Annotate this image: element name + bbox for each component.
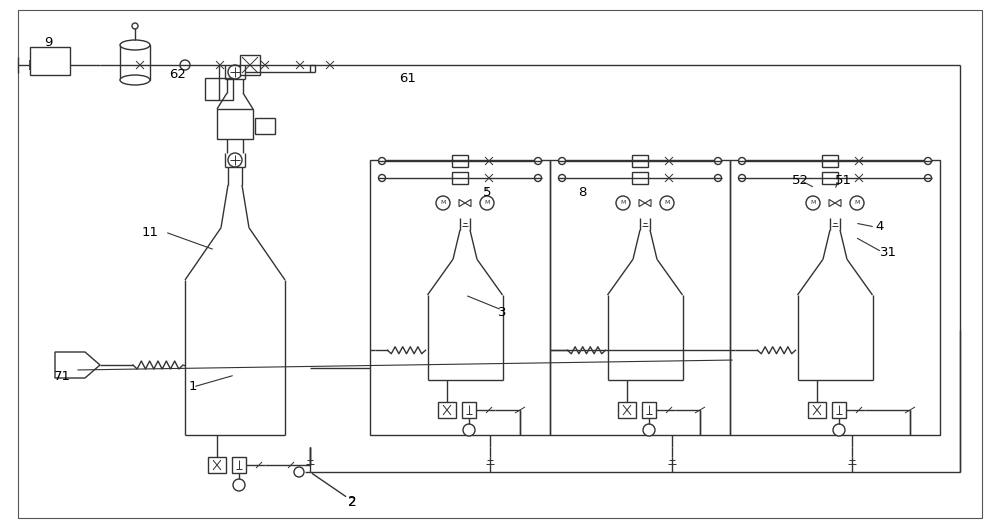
- Text: M: M: [484, 200, 490, 206]
- Bar: [205, 78, 233, 100]
- Circle shape: [233, 479, 245, 491]
- Polygon shape: [645, 199, 651, 207]
- Polygon shape: [639, 199, 645, 207]
- Text: 11: 11: [142, 225, 158, 238]
- Ellipse shape: [120, 40, 150, 50]
- Circle shape: [924, 157, 932, 164]
- Text: M: M: [664, 200, 670, 206]
- Text: 31: 31: [880, 245, 896, 259]
- Bar: [438, 402, 456, 418]
- Bar: [808, 402, 826, 418]
- Circle shape: [738, 174, 746, 181]
- Circle shape: [714, 157, 722, 164]
- Circle shape: [534, 157, 542, 164]
- Bar: [240, 55, 260, 75]
- Text: M: M: [810, 200, 816, 206]
- Circle shape: [806, 196, 820, 210]
- Circle shape: [132, 23, 138, 29]
- Text: 4: 4: [876, 220, 884, 234]
- Bar: [730, 160, 940, 435]
- Text: 1: 1: [189, 381, 197, 393]
- Circle shape: [180, 60, 190, 70]
- Polygon shape: [465, 199, 471, 207]
- Text: 2: 2: [348, 496, 356, 508]
- Circle shape: [228, 65, 242, 79]
- Circle shape: [463, 424, 475, 436]
- Text: 2: 2: [348, 495, 356, 509]
- Bar: [120, 45, 150, 80]
- Text: 61: 61: [400, 72, 416, 84]
- Bar: [822, 155, 838, 167]
- Circle shape: [850, 196, 864, 210]
- Circle shape: [558, 157, 566, 164]
- Bar: [452, 172, 468, 184]
- Bar: [618, 402, 636, 418]
- Circle shape: [436, 196, 450, 210]
- Bar: [632, 155, 648, 167]
- Bar: [452, 155, 468, 167]
- Bar: [550, 160, 730, 435]
- Ellipse shape: [120, 75, 150, 85]
- Circle shape: [714, 174, 722, 181]
- Circle shape: [924, 174, 932, 181]
- Polygon shape: [829, 199, 835, 207]
- Bar: [370, 160, 550, 435]
- Bar: [208, 457, 226, 473]
- Bar: [832, 402, 846, 418]
- Circle shape: [228, 153, 242, 167]
- Text: 52: 52: [792, 173, 808, 187]
- Text: M: M: [620, 200, 626, 206]
- Circle shape: [534, 174, 542, 181]
- Circle shape: [378, 157, 386, 164]
- Bar: [822, 172, 838, 184]
- Text: 71: 71: [54, 370, 70, 384]
- Bar: [632, 172, 648, 184]
- Bar: [462, 402, 476, 418]
- Circle shape: [294, 467, 304, 477]
- Circle shape: [738, 157, 746, 164]
- Bar: [217, 109, 253, 139]
- Text: M: M: [854, 200, 860, 206]
- Text: 51: 51: [834, 173, 852, 187]
- Circle shape: [378, 174, 386, 181]
- Polygon shape: [459, 199, 465, 207]
- Circle shape: [660, 196, 674, 210]
- Bar: [30, 47, 70, 75]
- Bar: [232, 457, 246, 473]
- Text: M: M: [440, 200, 446, 206]
- Text: 3: 3: [498, 305, 506, 319]
- Text: 9: 9: [44, 36, 52, 49]
- Circle shape: [480, 196, 494, 210]
- Polygon shape: [835, 199, 841, 207]
- Circle shape: [616, 196, 630, 210]
- Circle shape: [558, 174, 566, 181]
- Bar: [642, 402, 656, 418]
- Text: 8: 8: [578, 187, 586, 199]
- Text: 62: 62: [170, 68, 186, 82]
- Bar: [255, 118, 275, 134]
- Text: 5: 5: [483, 187, 491, 199]
- Circle shape: [643, 424, 655, 436]
- Circle shape: [833, 424, 845, 436]
- Polygon shape: [55, 352, 100, 378]
